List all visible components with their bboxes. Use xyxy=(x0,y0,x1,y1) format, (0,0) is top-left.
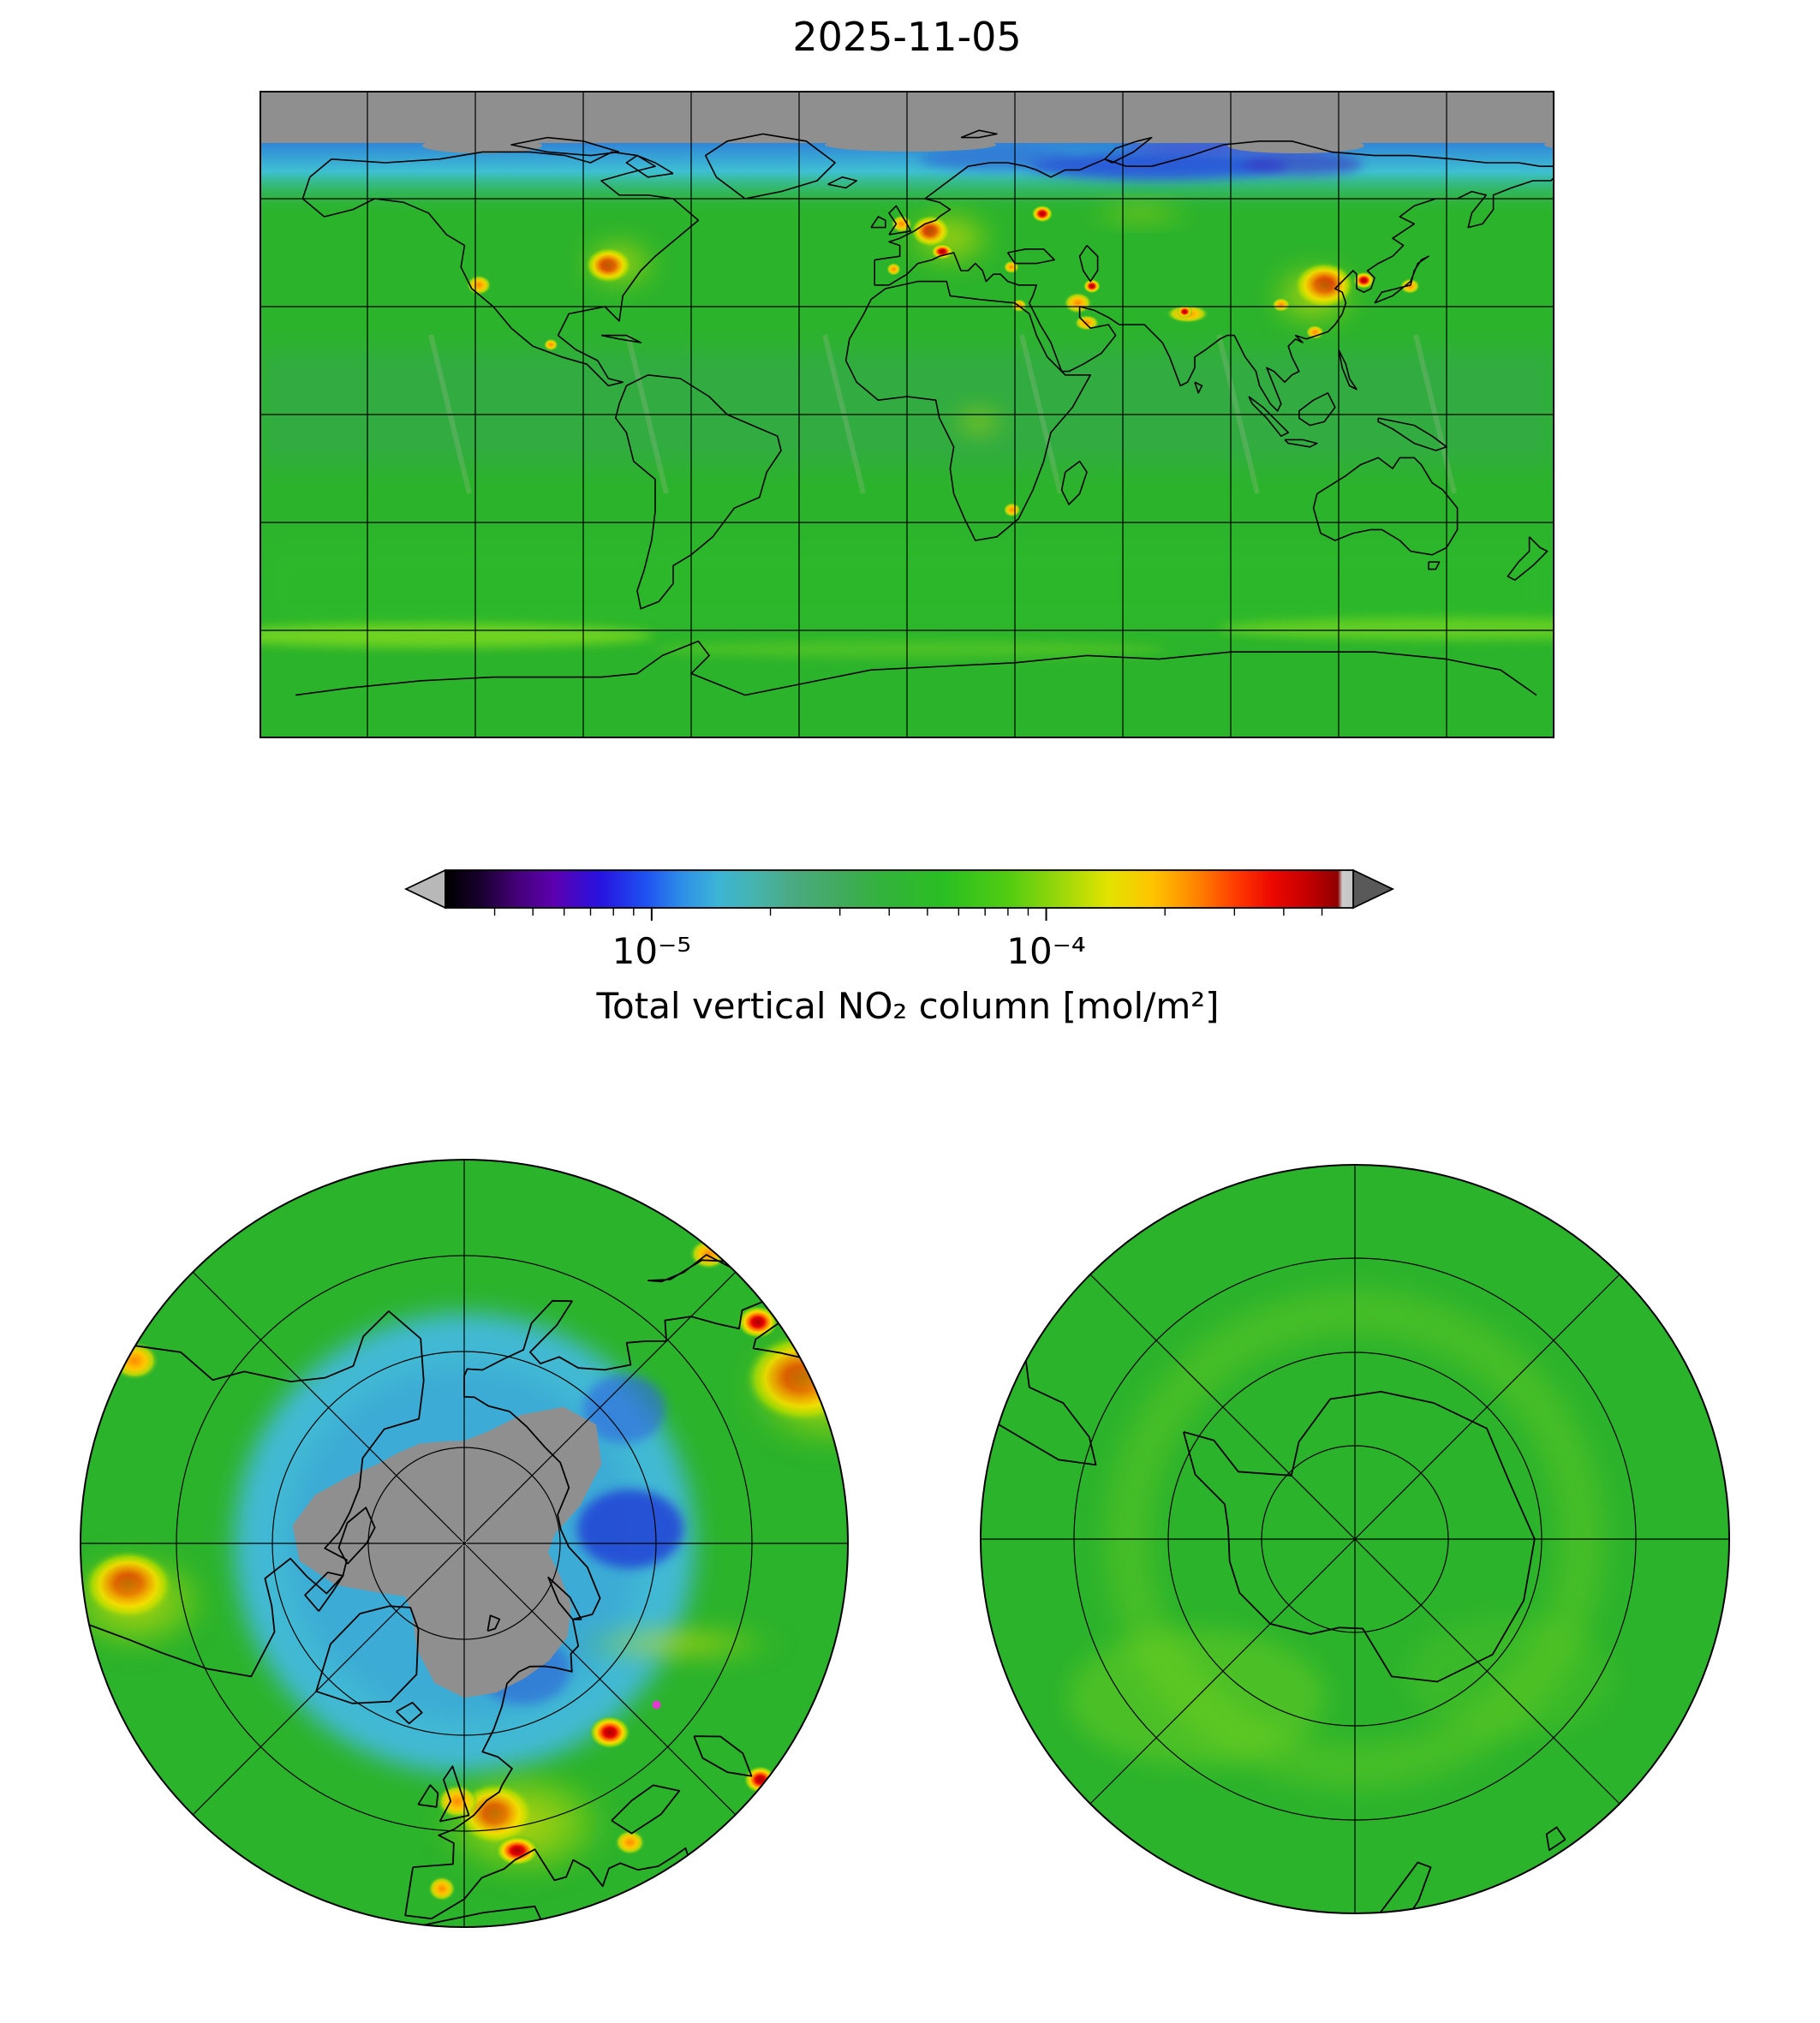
colorbar-tick-label-1e-4: 10⁻⁴ xyxy=(1006,930,1086,972)
figure-title: 2025-11-05 xyxy=(792,14,1022,60)
colorbar: 10⁻⁵ 10⁻⁴ Total vertical NO₂ column [mol… xyxy=(377,867,1439,1047)
north-polar-no2-map xyxy=(80,1159,849,1928)
south-polar-no2-map xyxy=(980,1164,1730,1914)
global-no2-map xyxy=(260,91,1554,738)
colorbar-gradient-bar xyxy=(403,868,1395,921)
colorbar-axis-label: Total vertical NO₂ column [mol/m²] xyxy=(596,985,1220,1027)
colorbar-tick-label-1e-5: 10⁻⁵ xyxy=(612,930,692,972)
